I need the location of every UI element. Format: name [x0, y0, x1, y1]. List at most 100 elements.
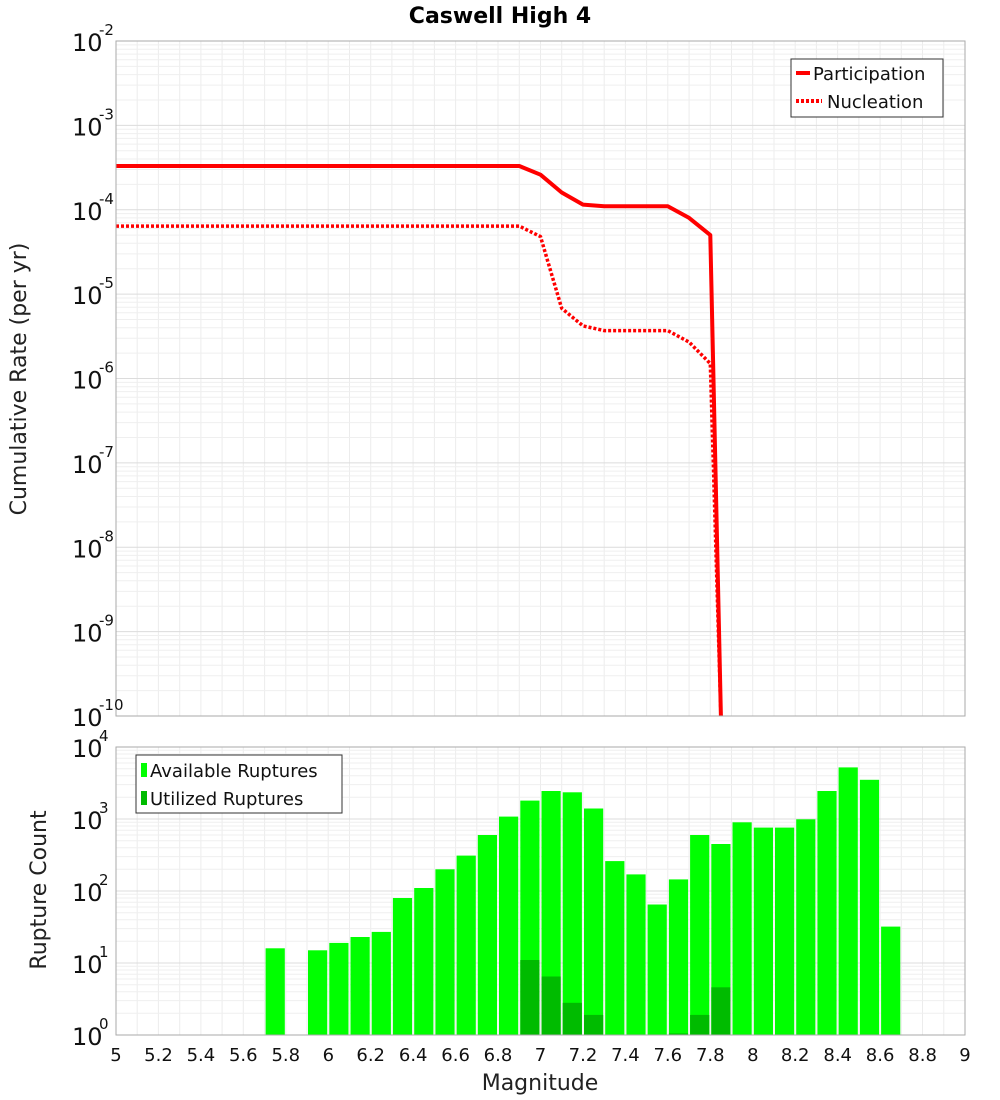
top-legend: Participation Nucleation — [790, 58, 944, 118]
x-tick-labels: 5 5.2 5.4 5.6 5.8 6 6.2 6.4 6.6 6.8 7 7.2 7.4 7.6 7.8 8… — [110, 1045, 970, 1066]
participation-line — [116, 164, 723, 717]
bottom-y-tick-exponent: 2 — [99, 871, 109, 889]
available-rupture-bar — [775, 827, 795, 1035]
legend-utilized-swatch — [141, 791, 147, 805]
top-y-tick-exponent: -6 — [99, 359, 114, 377]
top-y-tick-exponent: -5 — [99, 274, 114, 292]
top-plot-area — [115, 40, 966, 717]
bottom-y-tick-exponent: 1 — [99, 943, 109, 961]
utilized-rupture-bar — [668, 1033, 689, 1035]
legend-participation-label: Participation — [813, 64, 925, 85]
top-y-tick-exponent: -8 — [99, 527, 114, 545]
available-rupture-bar — [668, 879, 689, 1035]
bottom-y-tick: 102 — [72, 871, 109, 907]
top-y-tick: 10-8 — [72, 527, 114, 563]
legend-available-swatch — [141, 763, 147, 777]
utilized-rupture-bar — [690, 1014, 710, 1035]
available-rupture-bar — [732, 822, 752, 1035]
bottom-y-tick: 104 — [72, 727, 109, 763]
x-tick-label: 7.8 — [696, 1045, 725, 1066]
x-axis-label: Magnitude — [482, 1071, 599, 1096]
bottom-plot-bars — [265, 767, 901, 1035]
top-y-tick: 10-3 — [72, 105, 114, 141]
top-y-tick-base: 10 — [72, 198, 103, 226]
utilized-rupture-bar — [711, 987, 731, 1035]
available-rupture-bar — [265, 948, 285, 1035]
available-rupture-bar — [796, 819, 816, 1035]
x-tick-label: 7.2 — [569, 1045, 598, 1066]
chart-title: Caswell High 4 — [409, 4, 591, 29]
top-y-tick-exponent: -3 — [99, 105, 114, 123]
top-y-tick-base: 10 — [72, 704, 103, 732]
top-y-axis-label: Cumulative Rate (per yr) — [7, 243, 32, 516]
bottom-y-tick: 101 — [72, 943, 109, 979]
top-y-tick-base: 10 — [72, 620, 103, 648]
available-rupture-bar — [647, 904, 667, 1035]
available-rupture-bar — [584, 808, 604, 1035]
utilized-rupture-bar — [541, 976, 561, 1035]
x-tick-label: 5.6 — [229, 1045, 258, 1066]
available-rupture-bar — [371, 931, 391, 1035]
x-tick-label: 8.6 — [866, 1045, 895, 1066]
top-plot-lines — [116, 164, 723, 717]
bottom-y-tick-exponent: 4 — [99, 727, 109, 745]
available-rupture-bar — [562, 792, 582, 1035]
top-y-tick-exponent: -9 — [99, 612, 114, 630]
available-rupture-bar — [350, 937, 370, 1035]
x-tick-label: 5.8 — [271, 1045, 300, 1066]
bottom-plot-area — [115, 746, 966, 1036]
bottom-legend-box — [135, 754, 343, 814]
top-y-tick-base: 10 — [72, 29, 103, 57]
top-y-tick-exponent: -7 — [99, 443, 114, 461]
legend-available-label: Available Ruptures — [150, 761, 318, 782]
utilized-rupture-bar — [520, 960, 540, 1035]
x-tick-label: 8.8 — [908, 1045, 937, 1066]
top-y-tick-labels: 10-210-310-410-510-610-710-810-910-10 — [72, 21, 124, 732]
bottom-y-tick-base: 10 — [72, 735, 103, 763]
available-rupture-bar — [626, 874, 646, 1035]
x-tick-label: 5.4 — [187, 1045, 216, 1066]
top-y-tick-base: 10 — [72, 113, 103, 141]
available-rupture-bar — [711, 844, 731, 1035]
x-tick-label: 8.4 — [823, 1045, 852, 1066]
top-y-tick: 10-2 — [72, 21, 114, 57]
available-rupture-bar — [414, 888, 434, 1035]
utilized-rupture-bar — [584, 1014, 604, 1035]
bottom-y-tick-exponent: 0 — [99, 1015, 109, 1033]
top-y-tick: 10-6 — [72, 359, 114, 395]
top-y-tick: 10-5 — [72, 274, 114, 310]
available-rupture-bar — [690, 835, 710, 1035]
top-y-tick-base: 10 — [72, 367, 103, 395]
x-tick-label: 6.4 — [399, 1045, 428, 1066]
available-rupture-bar — [753, 827, 773, 1035]
x-tick-label: 9 — [959, 1045, 970, 1066]
available-rupture-bar — [308, 950, 328, 1035]
top-y-tick-exponent: -2 — [99, 21, 114, 39]
top-y-tick-base: 10 — [72, 282, 103, 310]
x-tick-label: 7.6 — [653, 1045, 682, 1066]
top-y-tick: 10-7 — [72, 443, 114, 479]
utilized-rupture-bar — [562, 1002, 582, 1035]
bottom-y-tick: 100 — [72, 1015, 109, 1051]
bottom-y-tick-base: 10 — [72, 807, 103, 835]
x-tick-label: 7 — [535, 1045, 546, 1066]
x-tick-label: 8.2 — [781, 1045, 810, 1066]
available-rupture-bar — [477, 835, 497, 1035]
top-y-tick: 10-10 — [72, 696, 124, 732]
legend-utilized-label: Utilized Ruptures — [150, 789, 303, 810]
top-legend-box — [790, 58, 944, 118]
available-rupture-bar — [329, 942, 349, 1035]
available-rupture-bar — [605, 861, 625, 1035]
available-rupture-bar — [499, 816, 519, 1035]
available-rupture-bar — [541, 791, 561, 1035]
x-tick-label: 6.2 — [356, 1045, 385, 1066]
top-y-tick: 10-9 — [72, 612, 114, 648]
x-tick-label: 7.4 — [611, 1045, 640, 1066]
available-rupture-bar — [435, 869, 455, 1035]
available-rupture-bar — [881, 926, 901, 1035]
x-tick-label: 8 — [747, 1045, 758, 1066]
available-rupture-bar — [817, 791, 837, 1035]
bottom-y-tick: 103 — [72, 799, 109, 835]
